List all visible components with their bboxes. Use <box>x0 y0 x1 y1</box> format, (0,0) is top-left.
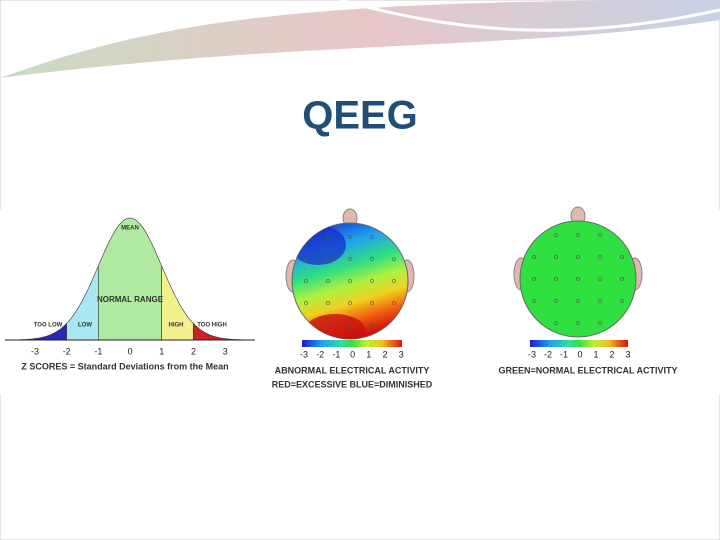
tick-label: 3 <box>223 346 228 356</box>
electrode <box>348 279 352 283</box>
tick-label: 0 <box>128 346 133 356</box>
tick-label: -3 <box>528 349 536 359</box>
electrode <box>370 279 374 283</box>
electrode <box>554 255 558 259</box>
caption: ABNORMAL ELECTRICAL ACTIVITY <box>275 365 430 375</box>
tick-label: 2 <box>191 346 196 356</box>
electrode <box>576 299 580 303</box>
label: MEAN <box>121 226 139 232</box>
tick-label: 2 <box>382 349 387 359</box>
electrode <box>370 301 374 305</box>
electrode <box>326 279 330 283</box>
electrode <box>576 233 580 237</box>
tick-label: 3 <box>399 349 404 359</box>
electrode <box>348 323 352 327</box>
electrode <box>554 277 558 281</box>
label: HIGH <box>169 323 184 329</box>
ticks: -3 -2 -1 0 1 2 3 <box>31 346 228 356</box>
tick-label: 0 <box>350 349 355 359</box>
electrode <box>304 257 308 261</box>
electrode <box>620 255 624 259</box>
electrode <box>392 257 396 261</box>
electrode <box>370 257 374 261</box>
electrode <box>532 277 536 281</box>
electrode <box>304 301 308 305</box>
caption: RED=EXCESSIVE BLUE=DIMINISHED <box>272 379 433 389</box>
head-map <box>519 220 637 338</box>
tick-label: -2 <box>544 349 552 359</box>
electrode <box>576 277 580 281</box>
tick-label: -3 <box>300 349 308 359</box>
electrode <box>326 323 330 327</box>
electrode <box>326 257 330 261</box>
region <box>98 217 162 341</box>
ticks: -3 -2 -1 0 1 2 3 <box>528 349 631 359</box>
tick-label: -2 <box>63 346 71 356</box>
tick-label: -1 <box>94 346 102 356</box>
electrode <box>554 321 558 325</box>
electrode <box>620 277 624 281</box>
bell-curve <box>9 217 251 341</box>
electrode <box>326 235 330 239</box>
electrode <box>348 235 352 239</box>
electrode <box>620 299 624 303</box>
caption: Z SCORES = Standard Deviations from the … <box>21 361 228 371</box>
electrode <box>554 299 558 303</box>
tick-label: 1 <box>366 349 371 359</box>
color-scale <box>530 340 628 347</box>
label: TOO LOW <box>34 323 63 329</box>
electrode <box>598 233 602 237</box>
label: TOO HIGH <box>197 323 227 329</box>
decoration <box>0 0 720 78</box>
tick-label: 1 <box>593 349 598 359</box>
label: LOW <box>78 323 92 329</box>
tick-label: -3 <box>31 346 39 356</box>
caption: GREEN=NORMAL ELECTRICAL ACTIVITY <box>498 365 677 375</box>
slide-title: QEEG <box>302 94 418 138</box>
electrode <box>348 301 352 305</box>
electrode <box>370 235 374 239</box>
electrodes <box>304 233 624 327</box>
electrode <box>532 255 536 259</box>
electrode <box>554 233 558 237</box>
label: NORMAL RANGE <box>97 295 164 304</box>
region <box>161 265 194 341</box>
tick-label: 3 <box>625 349 630 359</box>
electrode <box>598 321 602 325</box>
tick-label: 0 <box>577 349 582 359</box>
electrode <box>370 323 374 327</box>
electrode <box>392 279 396 283</box>
region <box>66 265 99 341</box>
tick-label: 1 <box>159 346 164 356</box>
color-scale <box>302 340 402 347</box>
ticks: -3 -2 -1 0 1 2 3 <box>300 349 404 359</box>
electrode <box>348 257 352 261</box>
electrode <box>392 301 396 305</box>
electrode <box>598 255 602 259</box>
electrode <box>304 279 308 283</box>
electrode <box>532 299 536 303</box>
tick-label: 2 <box>609 349 614 359</box>
electrode <box>326 301 330 305</box>
tick-label: -2 <box>316 349 324 359</box>
electrode <box>576 255 580 259</box>
electrode <box>598 277 602 281</box>
electrode <box>598 299 602 303</box>
decoration <box>339 0 720 32</box>
tick-label: -1 <box>560 349 568 359</box>
electrode <box>576 321 580 325</box>
tick-label: -1 <box>332 349 340 359</box>
